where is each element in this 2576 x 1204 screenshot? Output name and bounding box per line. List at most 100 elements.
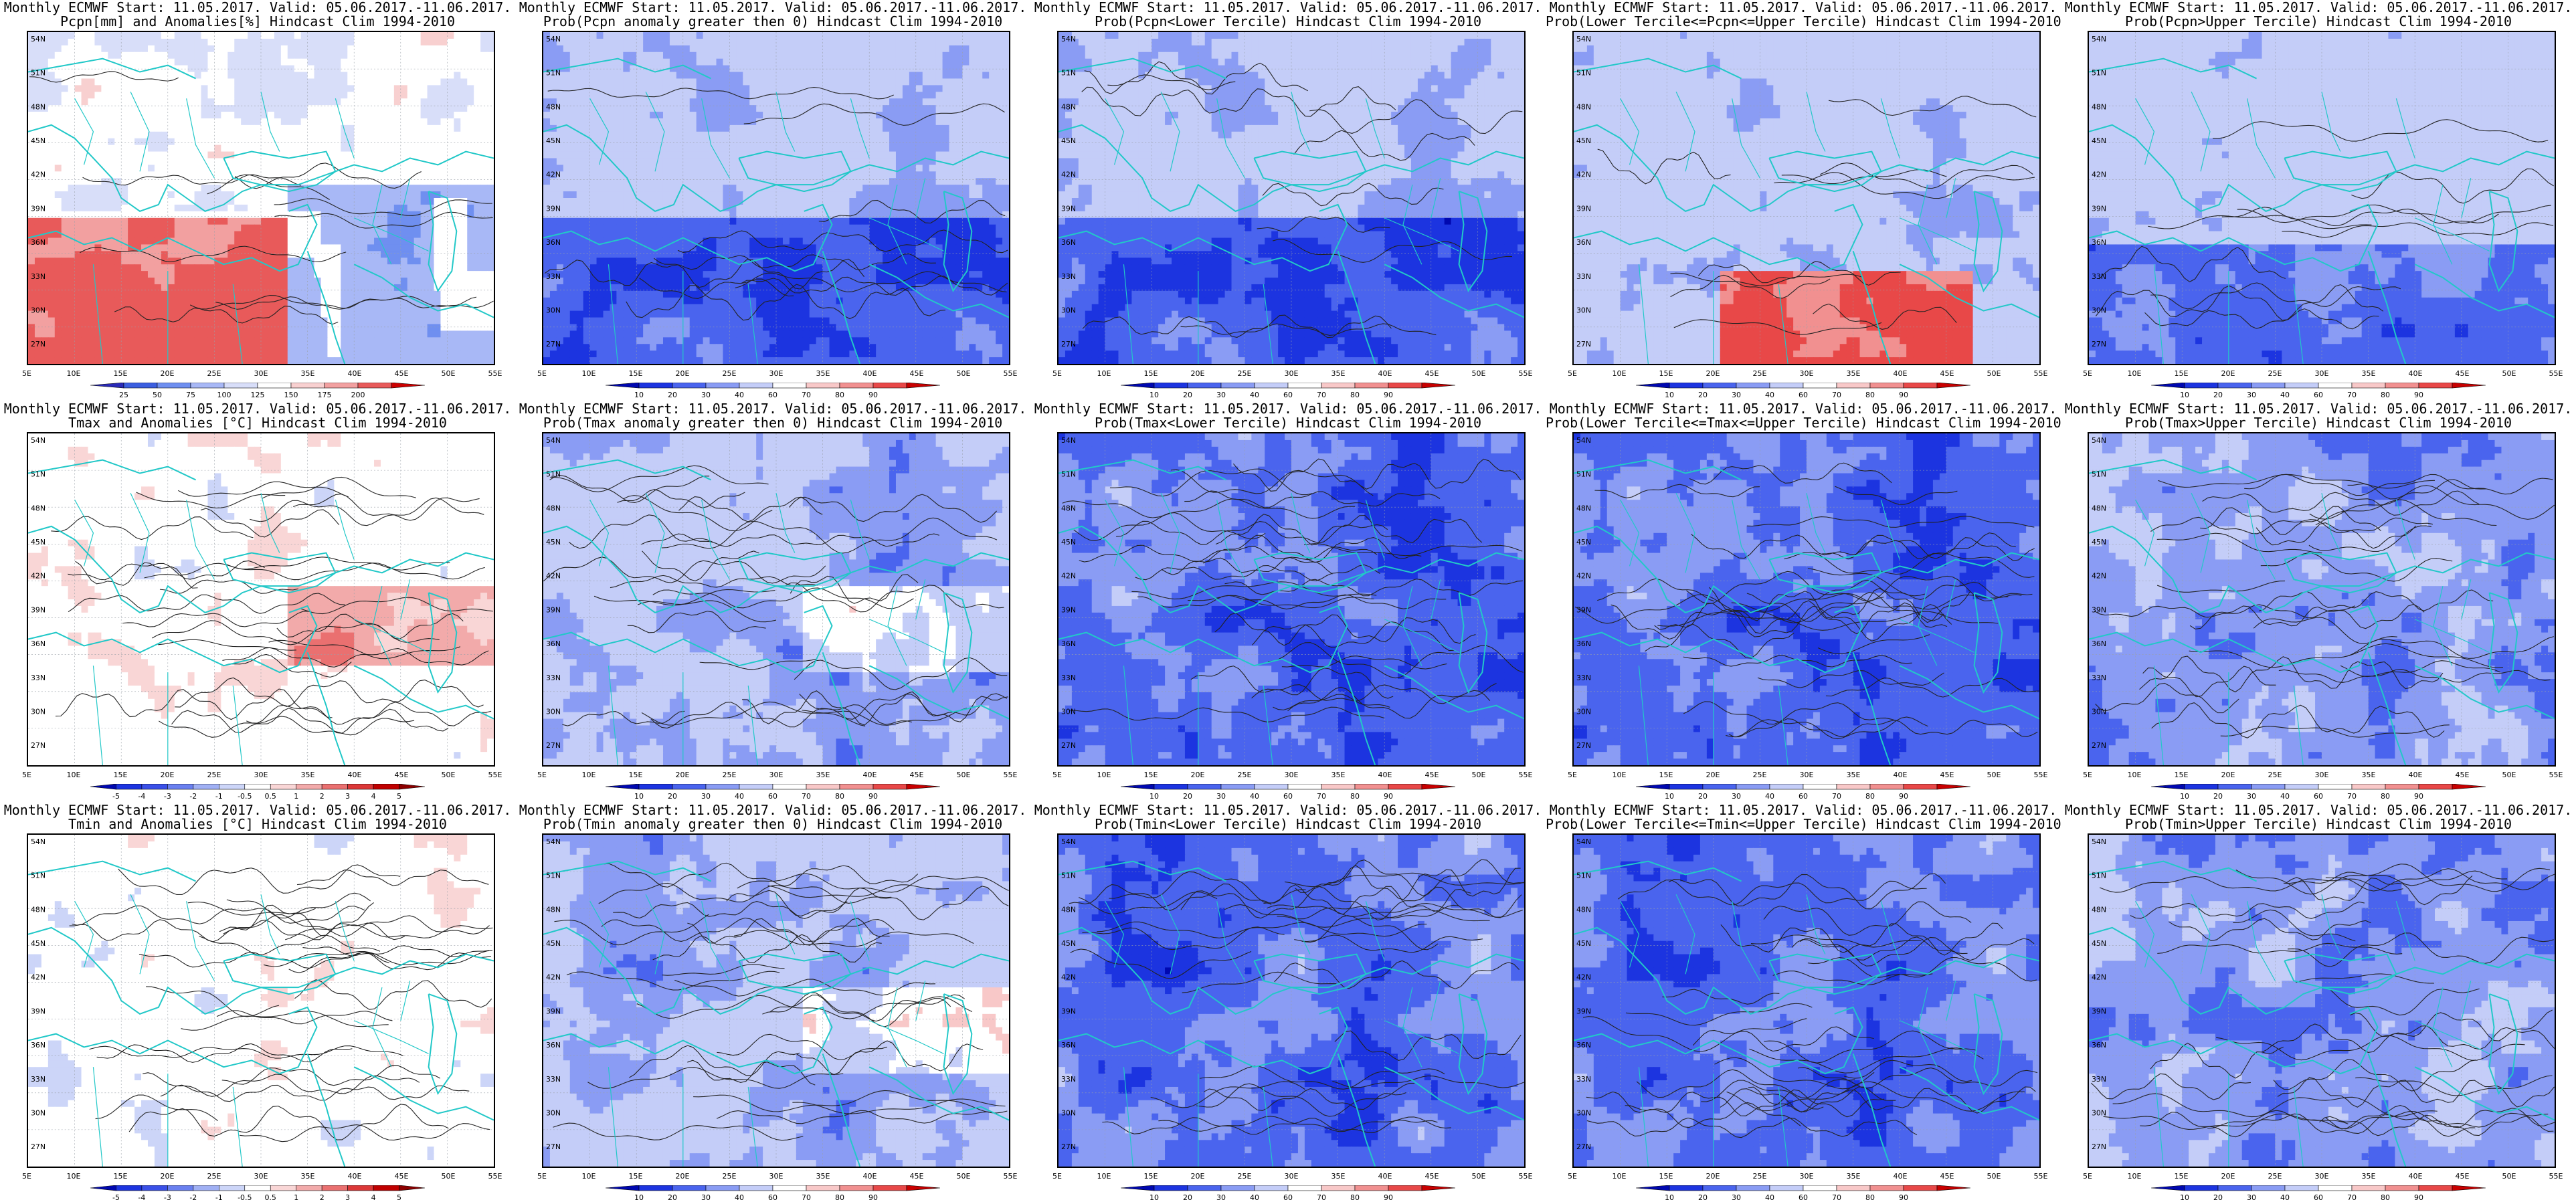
lat-tick-label: 30N xyxy=(1061,708,1076,716)
colorbar-label: 30 xyxy=(2247,391,2256,399)
colorbar-label: 10 xyxy=(634,1193,644,1202)
colorbar-label: 30 xyxy=(701,792,711,801)
lat-tick-label: 42N xyxy=(31,973,45,982)
colorbar-swatch xyxy=(1421,1185,1456,1191)
colorbar-swatch xyxy=(1836,784,1871,790)
lat-tick-label: 45N xyxy=(1576,136,1591,145)
contour-lines xyxy=(1069,859,1524,1135)
colorbar-label: 50 xyxy=(153,391,162,399)
map-canvas: 54N 51N 48N 45N 42N 39N 36N 33N 30N 27N xyxy=(543,32,1009,364)
lat-tick-label: 51N xyxy=(2092,872,2106,880)
lon-tick-label: 25E xyxy=(723,369,737,378)
lon-tick-label: 40E xyxy=(2409,771,2423,779)
colorbar-swatch xyxy=(638,383,673,389)
lon-tick-label: 20E xyxy=(161,369,175,378)
colorbar-label: 5 xyxy=(397,1193,401,1202)
lat-tick-label: 36N xyxy=(31,1041,45,1049)
colorbar: 10 20 30 40 60 70 80 90 xyxy=(605,383,941,399)
colorbar-swatch xyxy=(605,784,640,790)
map-canvas: 54N 51N 48N 45N 42N 39N 36N 33N 30N 27N xyxy=(2089,835,2555,1167)
colorbar-label: 75 xyxy=(186,391,195,399)
map-panel: Monthly ECMWF Start: 11.05.2017. Valid: … xyxy=(2061,401,2576,803)
lon-tick-label: 50E xyxy=(2502,771,2516,779)
colorbar-swatch xyxy=(1187,383,1222,389)
country-borders xyxy=(589,894,944,1167)
colorbar-swatch xyxy=(1803,383,1837,389)
lat-tick-label: 54N xyxy=(1576,35,1591,43)
colorbar-swatch xyxy=(1220,784,1255,790)
colorbar-swatch xyxy=(1736,784,1770,790)
lat-tick-label: 33N xyxy=(1061,674,1076,682)
colorbar-swatch xyxy=(1769,784,1804,790)
lat-tick-label: 45N xyxy=(1061,538,1076,546)
lon-tick-label: 15E xyxy=(1659,771,1673,779)
lon-tick-label: 5E xyxy=(1568,369,1577,378)
lat-tick-label: 48N xyxy=(2092,102,2106,111)
lon-tick-label: 45E xyxy=(2456,1172,2470,1181)
colorbar-label: 70 xyxy=(2347,391,2357,399)
lat-tick-label: 36N xyxy=(546,1041,561,1049)
colorbar-swatch xyxy=(347,1185,374,1191)
colorbar-label: 80 xyxy=(1865,1193,1875,1202)
lon-axis: 5E 10E 15E 20E 25E 30E 35E 40E 45E 50E 55E xyxy=(1052,771,1532,779)
lon-tick-label: 25E xyxy=(723,771,737,779)
lat-tick-label: 48N xyxy=(1061,504,1076,512)
lon-tick-label: 30E xyxy=(254,1172,268,1181)
map-panel: Monthly ECMWF Start: 11.05.2017. Valid: … xyxy=(0,0,515,401)
lon-tick-label: 20E xyxy=(161,771,175,779)
colorbar-swatch xyxy=(1120,1185,1155,1191)
lon-tick-label: 35E xyxy=(2362,1172,2376,1181)
colorbar-label: 20 xyxy=(1698,1193,1708,1202)
lon-tick-label: 15E xyxy=(114,1172,128,1181)
colorbar-label: -4 xyxy=(138,1193,145,1202)
colorbar-label: 30 xyxy=(1732,1193,1741,1202)
country-borders xyxy=(2135,493,2490,765)
colorbar-swatch xyxy=(90,383,124,389)
lat-tick-label: 33N xyxy=(2092,272,2106,281)
lat-tick-label: 39N xyxy=(1061,204,1076,213)
lat-tick-label: 48N xyxy=(546,905,561,914)
map-canvas: 54N 51N 48N 45N 42N 39N 36N 33N 30N 27N xyxy=(1059,835,1524,1167)
lon-tick-label: 50E xyxy=(2502,1172,2516,1181)
colorbar-swatch xyxy=(141,1185,168,1191)
colorbar-label: 10 xyxy=(2180,391,2189,399)
lon-axis: 5E 10E 15E 20E 25E 30E 35E 40E 45E 50E 55E xyxy=(537,771,1017,779)
colorbar-swatch xyxy=(1354,784,1389,790)
colorbar-label: 60 xyxy=(1799,792,1808,801)
panel-title-field: Prob(Tmax>Upper Tercile) Hindcast Clim 1… xyxy=(2061,415,2576,430)
colorbar-label: 20 xyxy=(668,391,677,399)
lat-tick-label: 30N xyxy=(1576,306,1591,315)
colorbar-swatch xyxy=(906,784,941,790)
lon-axis: 5E 10E 15E 20E 25E 30E 35E 40E 45E 50E 55E xyxy=(2083,771,2563,779)
lat-tick-label: 30N xyxy=(546,708,561,716)
lat-tick-label: 27N xyxy=(1576,1142,1591,1151)
colorbar-swatch xyxy=(1836,383,1871,389)
lon-tick-label: 15E xyxy=(114,369,128,378)
colorbar-swatch xyxy=(1254,383,1289,389)
shaded-field xyxy=(1574,32,2039,364)
lon-tick-label: 40E xyxy=(348,1172,362,1181)
country-borders xyxy=(2135,894,2490,1167)
lon-axis: 5E 10E 15E 20E 25E 30E 35E 40E 45E 50E 55E xyxy=(537,369,1017,378)
lon-tick-label: 45E xyxy=(2456,771,2470,779)
lat-tick-label: 51N xyxy=(546,470,561,479)
colorbar-label: 90 xyxy=(2414,792,2423,801)
colorbar-label: 60 xyxy=(768,1193,777,1202)
colorbar-swatch xyxy=(2418,784,2453,790)
colorbar-label: 1 xyxy=(294,1193,298,1202)
lon-tick-label: 15E xyxy=(2175,771,2189,779)
lat-tick-label: 48N xyxy=(1576,504,1591,512)
colorbar-swatch xyxy=(2251,1185,2286,1191)
colorbar: -5 -4 -3 -2 -1 -0.5 0.5 1 2 3 4 5 xyxy=(90,784,426,801)
colorbar-label: 30 xyxy=(2247,1193,2256,1202)
lon-tick-label: 10E xyxy=(582,369,596,378)
map-canvas: 54N 51N 48N 45N 42N 39N 36N 33N 30N 27N xyxy=(2089,32,2555,364)
lon-tick-label: 45E xyxy=(910,369,924,378)
colorbar-swatch xyxy=(167,1185,194,1191)
colorbar-swatch xyxy=(2150,784,2185,790)
colorbar-swatch xyxy=(1702,784,1737,790)
colorbar-label: 1 xyxy=(294,792,298,801)
colorbar-label: 80 xyxy=(835,1193,844,1202)
colorbar-swatch xyxy=(2385,1185,2419,1191)
lon-tick-label: 55E xyxy=(488,1172,502,1181)
